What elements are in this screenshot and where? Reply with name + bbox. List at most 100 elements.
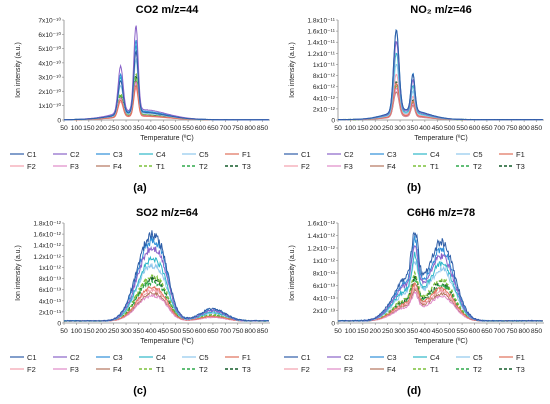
panel-label: (b) — [407, 182, 421, 194]
series-line-c3 — [338, 29, 543, 121]
legend-label-t1: T1 — [156, 365, 165, 374]
y-tick-label: 5x10⁻¹⁰ — [38, 45, 61, 53]
x-tick-label: 100 — [345, 328, 357, 335]
y-tick-label: 1x10⁻¹¹ — [313, 62, 336, 69]
x-tick-label: 50 — [60, 328, 68, 335]
y-tick-label: 2x10⁻¹³ — [39, 309, 62, 316]
x-axis-label: Temperature (ºC) — [140, 135, 194, 142]
x-tick-label: 800 — [518, 328, 530, 335]
legend-label-c2: C2 — [70, 150, 80, 159]
y-tick-label: 1.2x10⁻¹² — [307, 246, 335, 253]
x-tick-label: 150 — [357, 328, 369, 335]
y-tick-label: 2x10⁻¹³ — [313, 308, 336, 315]
x-tick-label: 350 — [407, 125, 419, 132]
y-tick-label: 3x10⁻¹⁰ — [38, 74, 61, 82]
legend-label-c3: C3 — [387, 150, 397, 159]
x-axis-label: Temperature (ºC) — [414, 338, 468, 345]
legend-label-f4: F4 — [387, 162, 396, 171]
legend-label-f3: F3 — [344, 365, 353, 374]
legend-label-t3: T3 — [242, 162, 251, 171]
legend-label-c4: C4 — [430, 353, 440, 362]
x-tick-label: 300 — [120, 328, 132, 335]
legend-label-c5: C5 — [473, 353, 483, 362]
legend-label-c4: C4 — [430, 150, 440, 159]
y-tick-label: 1.4x10⁻¹² — [33, 243, 61, 250]
chart-panel-2: NO₂ m/z=46 0 2x10⁻¹² 4x10⁻¹² 6x10⁻¹² 8x10⁻¹² 1… — [284, 4, 544, 194]
legend-label-t1: T1 — [156, 162, 165, 171]
legend-label-c5: C5 — [199, 353, 209, 362]
x-tick-label: 600 — [469, 125, 481, 132]
x-tick-label: 600 — [469, 328, 481, 335]
legend-label-c2: C2 — [344, 353, 354, 362]
x-tick-label: 750 — [506, 328, 518, 335]
x-tick-label: 350 — [407, 328, 419, 335]
x-tick-label: 50 — [60, 125, 68, 132]
panel-label: (a) — [133, 182, 147, 194]
x-tick-label: 450 — [432, 328, 444, 335]
x-tick-label: 350 — [133, 328, 145, 335]
x-axis-label: Temperature (ºC) — [414, 135, 468, 142]
legend-label-c1: C1 — [301, 150, 311, 159]
y-tick-label: 6x10⁻¹³ — [39, 287, 62, 294]
x-tick-label: 700 — [220, 328, 232, 335]
y-axis-label: Ion intensity (a.u.) — [289, 245, 296, 301]
y-axis-label: Ion intensity (a.u.) — [15, 245, 22, 301]
legend-label-f3: F3 — [344, 162, 353, 171]
x-tick-label: 750 — [506, 125, 518, 132]
y-tick-label: 0 — [57, 321, 61, 328]
y-tick-label: 1x10⁻¹² — [39, 265, 62, 272]
x-tick-label: 100 — [71, 328, 83, 335]
y-tick-label: 8x10⁻¹² — [313, 73, 336, 80]
x-tick-label: 850 — [257, 328, 269, 335]
x-tick-label: 550 — [456, 125, 468, 132]
legend-label-f2: F2 — [301, 162, 310, 171]
series-line-c3 — [63, 39, 269, 121]
legend-label-t2: T2 — [199, 365, 208, 374]
x-tick-label: 800 — [244, 328, 256, 335]
series-line-c2 — [64, 25, 269, 121]
x-tick-label: 50 — [334, 125, 342, 132]
x-tick-label: 600 — [195, 328, 207, 335]
y-tick-label: 2x10⁻¹⁰ — [38, 88, 61, 96]
y-tick-label: 4x10⁻¹³ — [39, 298, 62, 305]
y-tick-label: 4x10⁻¹³ — [313, 296, 336, 303]
legend-label-c4: C4 — [156, 150, 166, 159]
legend-label-c1: C1 — [27, 353, 37, 362]
legend-label-f4: F4 — [113, 365, 122, 374]
x-tick-label: 400 — [419, 125, 431, 132]
y-tick-label: 2x10⁻¹² — [313, 106, 336, 113]
x-tick-label: 500 — [444, 328, 456, 335]
chart-title: C6H6 m/z=78 — [407, 207, 475, 219]
legend-label-t3: T3 — [516, 365, 525, 374]
series-line-t3 — [64, 73, 269, 121]
x-tick-label: 500 — [170, 328, 182, 335]
x-tick-label: 850 — [531, 328, 543, 335]
legend-label-c1: C1 — [27, 150, 37, 159]
x-tick-label: 200 — [370, 328, 382, 335]
y-tick-label: 0 — [331, 321, 335, 328]
series-line-c1 — [338, 28, 543, 121]
y-tick-label: 1.8x10⁻¹¹ — [307, 18, 335, 25]
x-tick-label: 150 — [83, 328, 95, 335]
y-tick-label: 7x10⁻¹⁰ — [38, 17, 61, 25]
y-tick-label: 1.4x10⁻¹¹ — [307, 40, 335, 47]
x-tick-label: 100 — [71, 125, 83, 132]
y-tick-label: 1.6x10⁻¹² — [33, 232, 61, 239]
series-line-f1 — [337, 282, 543, 322]
chart-panel-1: CO2 m/z=44 0 1x10⁻¹⁰ 2x10⁻¹⁰ 3x10⁻¹⁰ 4x10⁻¹⁰ 5… — [10, 4, 270, 194]
x-tick-label: 450 — [158, 328, 170, 335]
legend-label-t2: T2 — [199, 162, 208, 171]
y-tick-label: 1.6x10⁻¹¹ — [307, 29, 335, 36]
x-tick-label: 450 — [432, 125, 444, 132]
series-line-f3 — [338, 88, 543, 121]
y-tick-label: 6x10⁻¹³ — [313, 283, 336, 290]
series-line-t2 — [338, 85, 543, 121]
y-axis-label: Ion intensity (a.u.) — [15, 42, 22, 98]
x-tick-label: 250 — [108, 328, 120, 335]
x-tick-label: 300 — [120, 125, 132, 132]
series-line-t3 — [337, 275, 543, 322]
series-line-t1 — [64, 72, 269, 121]
x-tick-label: 700 — [494, 328, 506, 335]
y-axis-label: Ion intensity (a.u.) — [289, 42, 296, 98]
